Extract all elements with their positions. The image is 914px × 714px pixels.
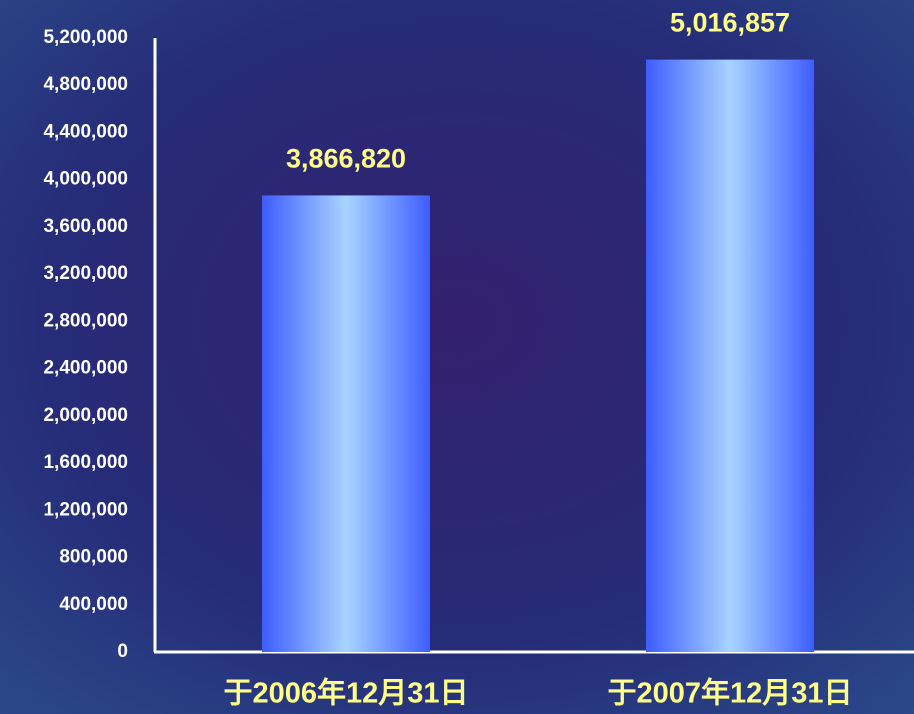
y-tick-label: 2,000,000 [43,405,128,426]
y-tick-label: 4,000,000 [43,169,128,190]
y-tick-label: 1,600,000 [43,452,128,473]
chart: 0 400,000 800,000 1,200,000 1,600,000 2,000,0… [0,0,914,714]
x-tick-label: 于2007年12月31日 [607,676,852,710]
value-label: 3,866,820 [286,144,406,174]
y-tick-label: 2,400,000 [43,358,128,379]
y-tick-label: 1,200,000 [43,499,128,520]
y-tick-label: 400,000 [59,594,128,615]
bar [262,195,430,652]
value-label: 5,016,857 [670,8,790,38]
y-tick-label: 4,800,000 [43,74,128,95]
x-tick-label: 于2006年12月31日 [223,676,468,710]
y-tick-label: 3,600,000 [43,216,128,237]
y-tick-label: 3,200,000 [43,263,128,284]
y-tick-label: 0 [117,641,128,662]
bar [646,60,814,652]
y-tick-label: 5,200,000 [43,27,128,48]
y-tick-label: 4,400,000 [43,121,128,142]
y-tick-label: 800,000 [59,547,128,568]
y-tick-label: 2,800,000 [43,310,128,331]
